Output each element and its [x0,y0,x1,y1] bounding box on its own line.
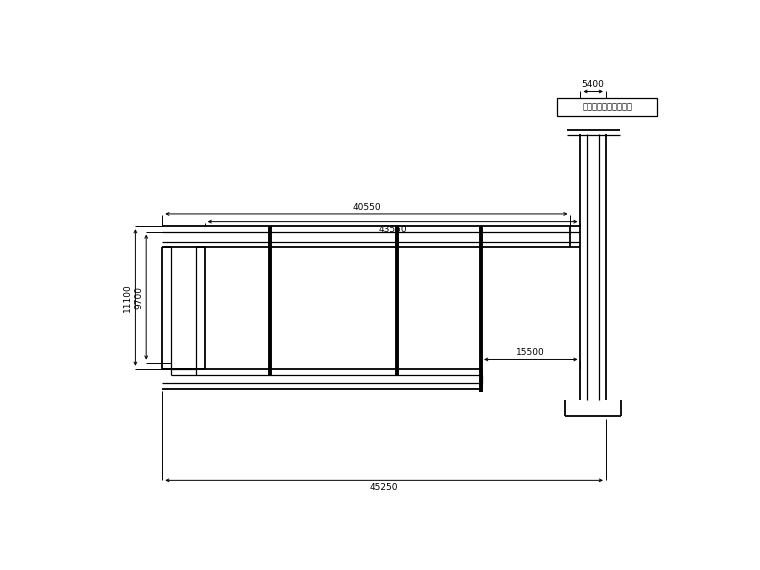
Text: 5400: 5400 [581,80,605,89]
Text: 15500: 15500 [516,348,545,357]
Text: 43550: 43550 [378,226,407,234]
Bar [557,97,657,116]
Text: 11100: 11100 [123,283,132,312]
Text: 45250: 45250 [370,483,398,492]
Text: 原对压本制已完成部分: 原对压本制已完成部分 [582,103,632,111]
Text: 40550: 40550 [352,202,381,211]
Text: 9700: 9700 [134,286,143,308]
